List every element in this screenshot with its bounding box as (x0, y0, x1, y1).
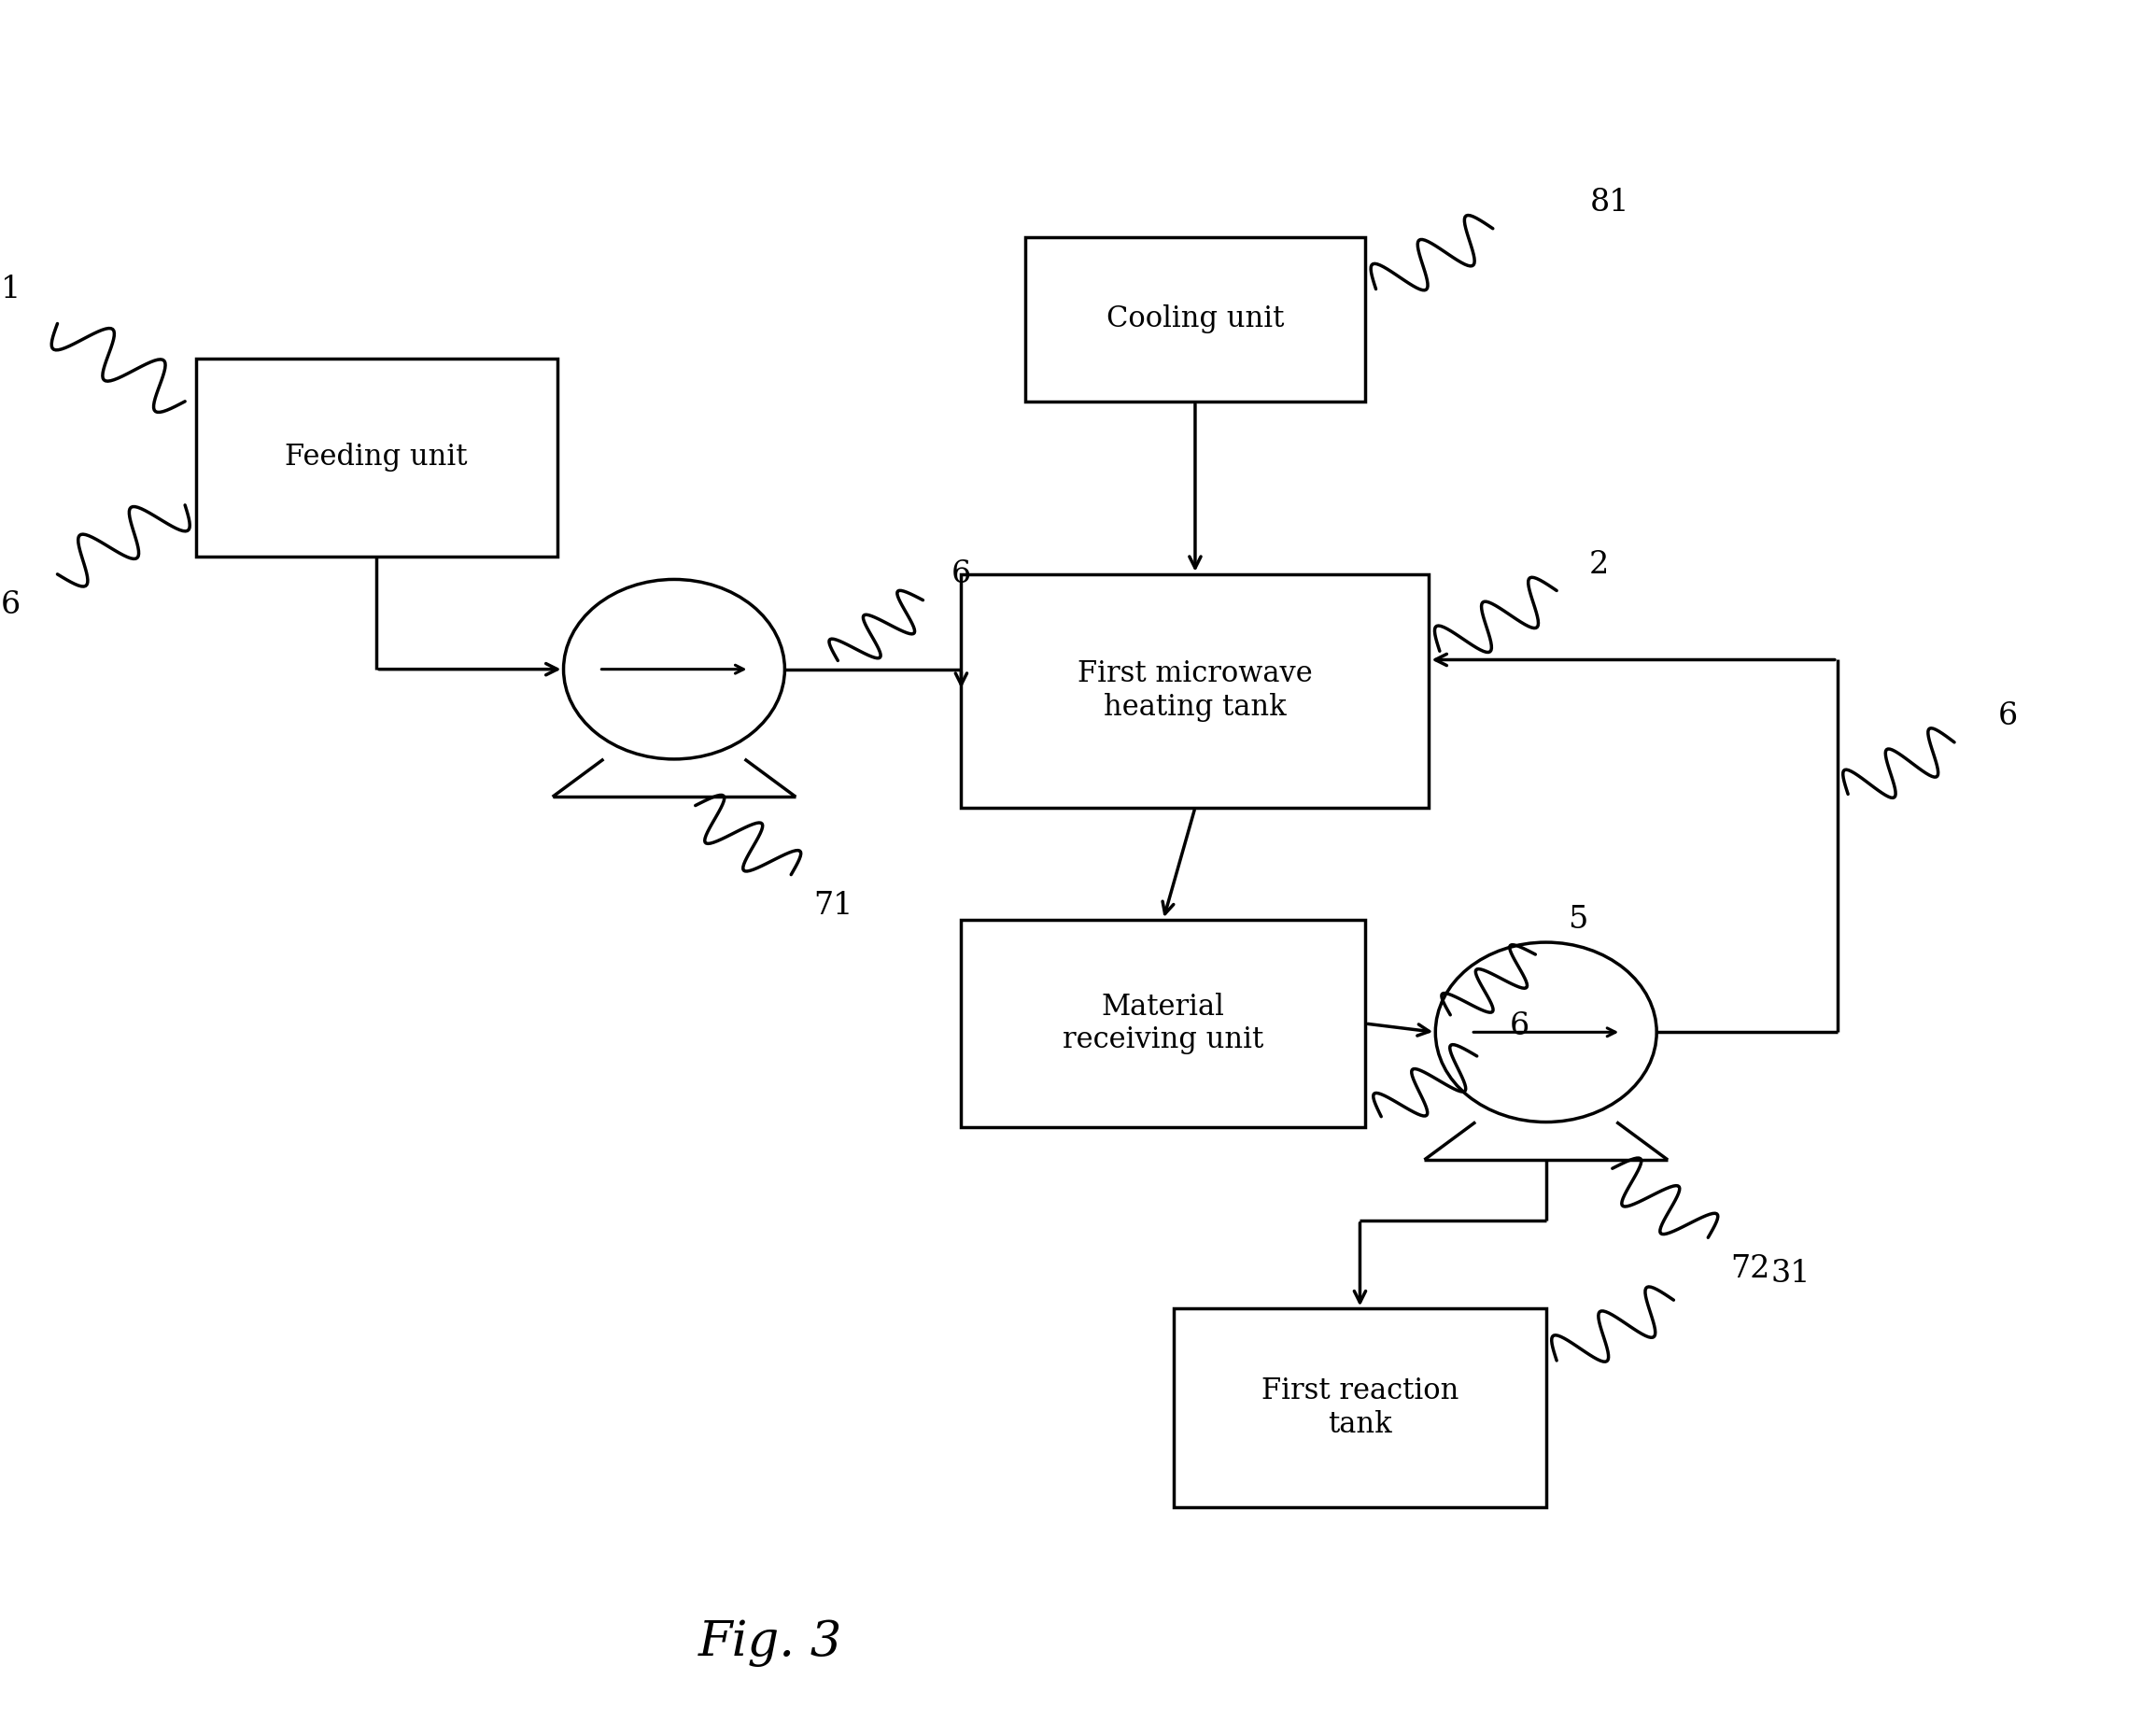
FancyBboxPatch shape (962, 575, 1429, 807)
Text: 2: 2 (1589, 550, 1608, 580)
FancyBboxPatch shape (962, 920, 1365, 1127)
Text: Material
receiving unit: Material receiving unit (1063, 993, 1263, 1055)
Text: First reaction
tank: First reaction tank (1261, 1377, 1460, 1439)
Text: 6: 6 (1999, 701, 2018, 731)
FancyBboxPatch shape (1024, 238, 1365, 401)
Text: Cooling unit: Cooling unit (1106, 306, 1285, 333)
Text: First microwave
heating tank: First microwave heating tank (1078, 660, 1313, 722)
Text: 6: 6 (1509, 1012, 1529, 1042)
Text: 81: 81 (1589, 187, 1630, 217)
Text: 6: 6 (0, 590, 22, 620)
Text: Fig. 3: Fig. 3 (699, 1618, 841, 1667)
Text: 72: 72 (1731, 1253, 1770, 1283)
Text: 31: 31 (1770, 1259, 1811, 1290)
FancyBboxPatch shape (196, 358, 556, 557)
Text: 6: 6 (951, 559, 970, 589)
Text: 71: 71 (813, 891, 854, 920)
Text: 5: 5 (1567, 904, 1589, 934)
Text: Feeding unit: Feeding unit (285, 443, 468, 472)
Text: 1: 1 (0, 274, 22, 304)
FancyBboxPatch shape (1173, 1309, 1546, 1507)
